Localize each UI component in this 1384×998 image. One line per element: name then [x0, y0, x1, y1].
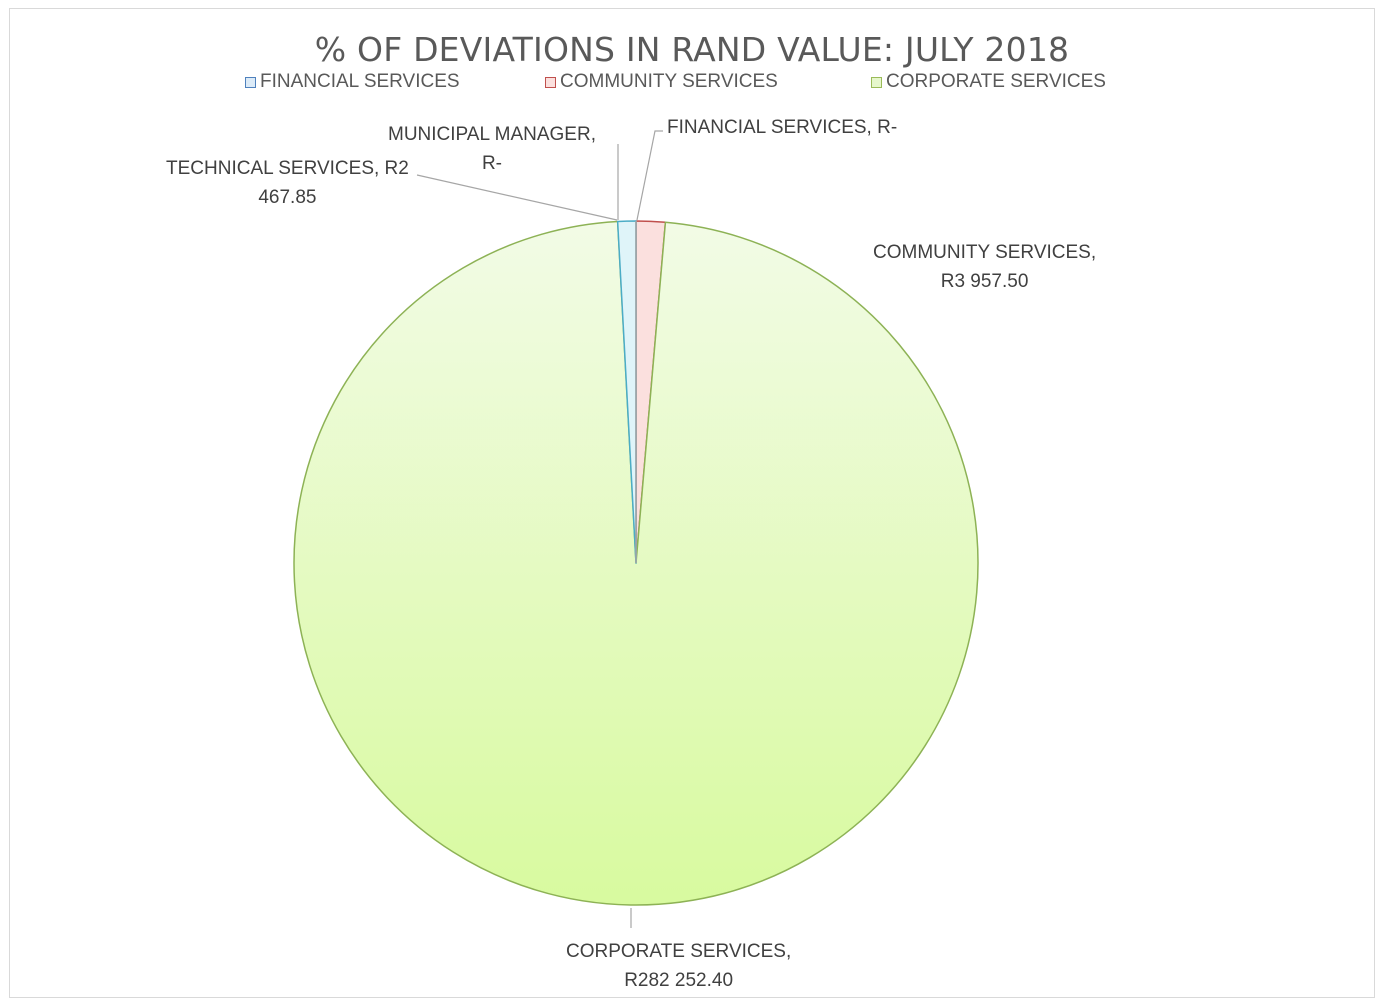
data-label-corporate-line1: CORPORATE SERVICES, [566, 941, 792, 962]
legend-label-corporate: CORPORATE SERVICES [886, 71, 1106, 92]
data-label-municipal: MUNICIPAL MANAGER, R- [388, 120, 596, 178]
data-label-community-line1: COMMUNITY SERVICES, [873, 242, 1097, 263]
data-label-technical: TECHNICAL SERVICES, R2 467.85 [166, 154, 409, 212]
leader-line-financial [636, 130, 663, 221]
data-label-community-line2: R3 957.50 [940, 271, 1029, 292]
data-label-corporate: CORPORATE SERVICES, R282 252.40 [566, 937, 791, 995]
legend-swatch-financial [245, 76, 256, 88]
legend-label-financial: FINANCIAL SERVICES [260, 71, 460, 92]
data-label-municipal-line1: MUNICIPAL MANAGER, [388, 124, 596, 145]
data-label-financial-line1: FINANCIAL SERVICES, R- [667, 117, 898, 138]
data-label-corporate-line2: R282 252.40 [624, 970, 734, 991]
legend-item-financial: FINANCIAL SERVICES [245, 71, 460, 93]
legend-swatch-community [545, 76, 556, 88]
leader-line-technical [416, 174, 618, 221]
data-label-financial: FINANCIAL SERVICES, R- [667, 113, 897, 142]
data-label-municipal-line2: R- [481, 153, 503, 174]
data-label-community: COMMUNITY SERVICES, R3 957.50 [873, 238, 1096, 296]
legend-item-community: COMMUNITY SERVICES [545, 71, 778, 93]
data-label-technical-line2: 467.85 [258, 187, 317, 208]
data-label-technical-line1: TECHNICAL SERVICES, R2 [166, 158, 409, 179]
chart-title: % OF DEVIATIONS IN RAND VALUE: JULY 2018 [314, 30, 1070, 69]
legend-swatch-corporate [871, 76, 882, 88]
legend-item-corporate: CORPORATE SERVICES [871, 71, 1106, 93]
legend-label-community: COMMUNITY SERVICES [560, 71, 778, 92]
